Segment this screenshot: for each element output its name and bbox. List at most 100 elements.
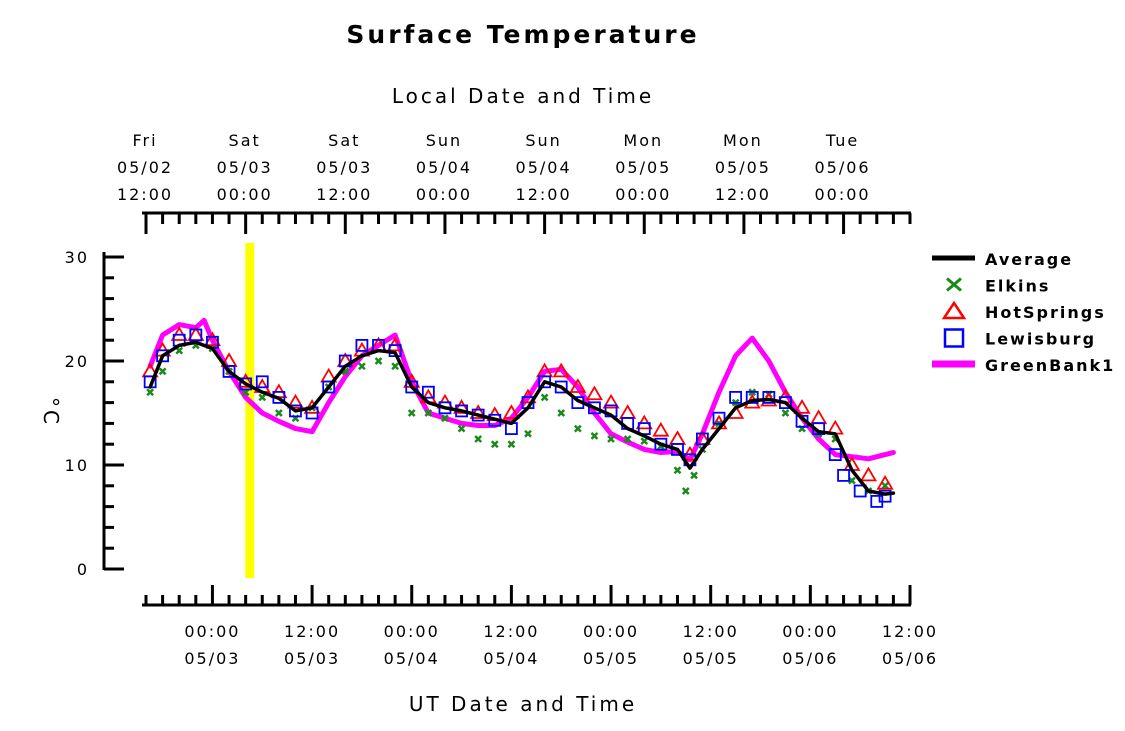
top-tick-time: 00:00 <box>416 185 472 204</box>
legend-label: GreenBank1 <box>985 356 1115 375</box>
top-axis-title: Local Date and Time <box>392 84 654 108</box>
lewisburg-point <box>745 390 759 404</box>
lewisburg-point <box>355 338 369 352</box>
elkins-point <box>540 393 549 402</box>
top-tick-day: Mon <box>723 131 763 150</box>
lewisburg-point <box>588 401 601 415</box>
top-tick-date: 05/02 <box>117 158 173 177</box>
lewisburg-point <box>255 375 269 389</box>
top-tick-time: 00:00 <box>217 185 273 204</box>
legend-label: Elkins <box>985 277 1050 296</box>
elkins-point <box>590 431 599 440</box>
elkins-point <box>623 435 632 443</box>
top-tick-day: Fri <box>132 131 157 150</box>
top-tick-date: 05/03 <box>316 158 372 177</box>
legend-swatch <box>943 328 965 348</box>
lewisburg-point <box>837 468 850 482</box>
elkins-point <box>424 409 433 417</box>
hotsprings-point <box>876 474 894 490</box>
lewisburg-point <box>828 448 842 462</box>
legend-label: Average <box>985 250 1073 269</box>
bottom-tick-time: 00:00 <box>782 622 838 641</box>
lewisburg-point <box>762 390 776 404</box>
elkins-point <box>146 388 155 397</box>
bottom-tick-date: 05/06 <box>782 649 838 668</box>
top-tick-day: Mon <box>623 131 663 150</box>
elkins-point <box>490 440 499 449</box>
top-tick-day: Sat <box>328 131 360 150</box>
legend-swatch <box>946 277 962 292</box>
y-tick-label: 10 <box>65 456 89 475</box>
legend-label: Lewisburg <box>985 330 1096 349</box>
hotsprings-point <box>585 385 604 401</box>
elkins-point <box>507 440 516 449</box>
top-tick-day: Sun <box>525 131 561 150</box>
series-greenbank1 <box>147 317 896 463</box>
top-tick-date: 05/05 <box>715 158 771 177</box>
elkins-point <box>274 409 283 417</box>
bottom-tick-date: 05/03 <box>184 649 240 668</box>
elkins-point <box>607 435 615 443</box>
bottom-tick-date: 05/04 <box>384 649 440 668</box>
legend: Average Elkins HotSprings Lewisburg GreenBan… <box>932 250 1115 375</box>
lewisburg-point <box>421 385 435 399</box>
hotsprings-point <box>569 378 587 393</box>
y-axis-title: °C <box>39 397 63 427</box>
hotsprings-point <box>452 399 471 414</box>
bottom-tick-date: 05/05 <box>683 649 739 668</box>
hotsprings-point <box>552 362 570 378</box>
elkins-point <box>407 409 416 417</box>
elkins-point <box>781 409 790 417</box>
bottom-tick-date: 05/03 <box>284 649 340 668</box>
top-tick-time: 12:00 <box>516 185 572 204</box>
elkins-point <box>690 471 698 480</box>
bottom-tick-date: 05/06 <box>882 649 938 668</box>
series-average <box>148 340 896 496</box>
lewisburg-point <box>878 489 892 503</box>
elkins-point <box>391 362 400 371</box>
elkins-point <box>457 424 466 433</box>
lewisburg-point <box>222 364 236 378</box>
hotsprings-point <box>602 393 620 409</box>
elkins-point <box>673 466 682 475</box>
top-tick-date: 05/05 <box>615 158 671 177</box>
legend-item-average: Average <box>932 250 1073 269</box>
bottom-tick-time: 00:00 <box>583 622 639 641</box>
y-tick-label: 0 <box>77 560 89 579</box>
top-tick-time: 12:00 <box>117 185 173 204</box>
lewisburg-point <box>156 349 170 363</box>
y-tick-label: 20 <box>65 352 89 371</box>
bottom-tick-time: 12:00 <box>483 622 539 641</box>
hotsprings-point <box>502 404 520 419</box>
top-tick-date: 05/04 <box>416 158 472 177</box>
hotsprings-point <box>793 399 811 414</box>
elkins-point <box>474 435 483 443</box>
top-tick-time: 00:00 <box>815 185 871 204</box>
top-tick-day: Sat <box>229 131 261 150</box>
elkins-point <box>441 414 449 423</box>
hotsprings-point <box>203 331 222 347</box>
elkins-point <box>158 367 167 376</box>
greenbank1-line <box>147 317 896 463</box>
lewisburg-point <box>712 411 726 425</box>
hotsprings-point <box>859 466 878 482</box>
lewisburg-point <box>239 377 253 391</box>
elkins-point <box>374 357 383 365</box>
lewisburg-point <box>189 328 203 342</box>
lewisburg-point <box>322 380 336 394</box>
top-tick-time: 00:00 <box>615 185 671 204</box>
hotsprings-point <box>652 421 670 437</box>
bottom-tick-date: 05/05 <box>583 649 639 668</box>
legend-item-lewisburg: Lewisburg <box>943 328 1096 349</box>
y-tick-label: 30 <box>65 248 89 267</box>
elkins-point <box>258 393 267 402</box>
legend-item-hotsprings: HotSprings <box>941 300 1104 322</box>
x-axis-title: UT Date and Time <box>409 692 637 716</box>
top-tick-date: 05/03 <box>217 158 273 177</box>
hotsprings-point <box>619 404 637 419</box>
elkins-point <box>640 437 649 445</box>
hotsprings-point <box>810 409 828 425</box>
series-layer <box>141 317 896 508</box>
legend-item-elkins: Elkins <box>946 277 1050 296</box>
